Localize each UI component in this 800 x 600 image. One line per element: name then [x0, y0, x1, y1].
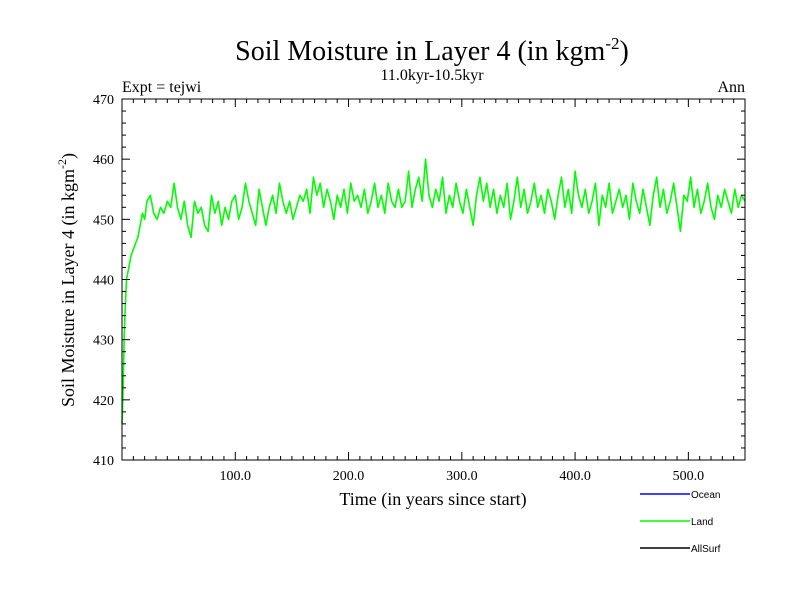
chart-subtitle: 11.0kyr-10.5kyr	[380, 67, 484, 84]
chart-title: Soil Moisture in Layer 4 (in kgm-2)	[235, 34, 629, 67]
y-tick-label: 470	[93, 93, 114, 108]
legend-label-land: Land	[691, 517, 713, 528]
experiment-label: Expt = tejwi	[122, 79, 202, 96]
legend: Ocean Land AllSurf	[640, 490, 721, 555]
legend-label-allsurf: AllSurf	[691, 544, 721, 555]
chart-title-text: Soil Moisture in Layer 4 (in kgm-2)	[235, 34, 629, 67]
x-tick-label: 400.0	[559, 469, 591, 484]
season-label: Ann	[717, 79, 745, 96]
y-tick-label: 460	[93, 153, 114, 168]
x-tick-label: 100.0	[220, 469, 252, 484]
y-tick-label: 450	[93, 213, 114, 228]
x-tick-label: 200.0	[333, 469, 365, 484]
y-tick-label: 420	[93, 394, 114, 409]
series-line-land	[121, 158, 746, 424]
plot-frame	[121, 98, 746, 461]
legend-label-ocean: Ocean	[691, 490, 720, 501]
axes-layer: 410 420 430 440 450 460 470 100.0 200.0 300.0 400.…	[93, 93, 746, 484]
y-axis-label-text: Soil Moisture in Layer 4 (in kgm-2)	[55, 153, 79, 407]
x-axis-label: Time (in years since start)	[339, 489, 526, 510]
y-tick-label: 430	[93, 334, 114, 349]
x-tick-label: 500.0	[673, 469, 705, 484]
y-axis-label: Soil Moisture in Layer 4 (in kgm-2)	[55, 153, 79, 407]
x-tick-label: 300.0	[446, 469, 478, 484]
y-tick-label: 410	[93, 454, 114, 469]
y-tick-label: 440	[93, 274, 114, 289]
series-layer	[121, 158, 746, 424]
